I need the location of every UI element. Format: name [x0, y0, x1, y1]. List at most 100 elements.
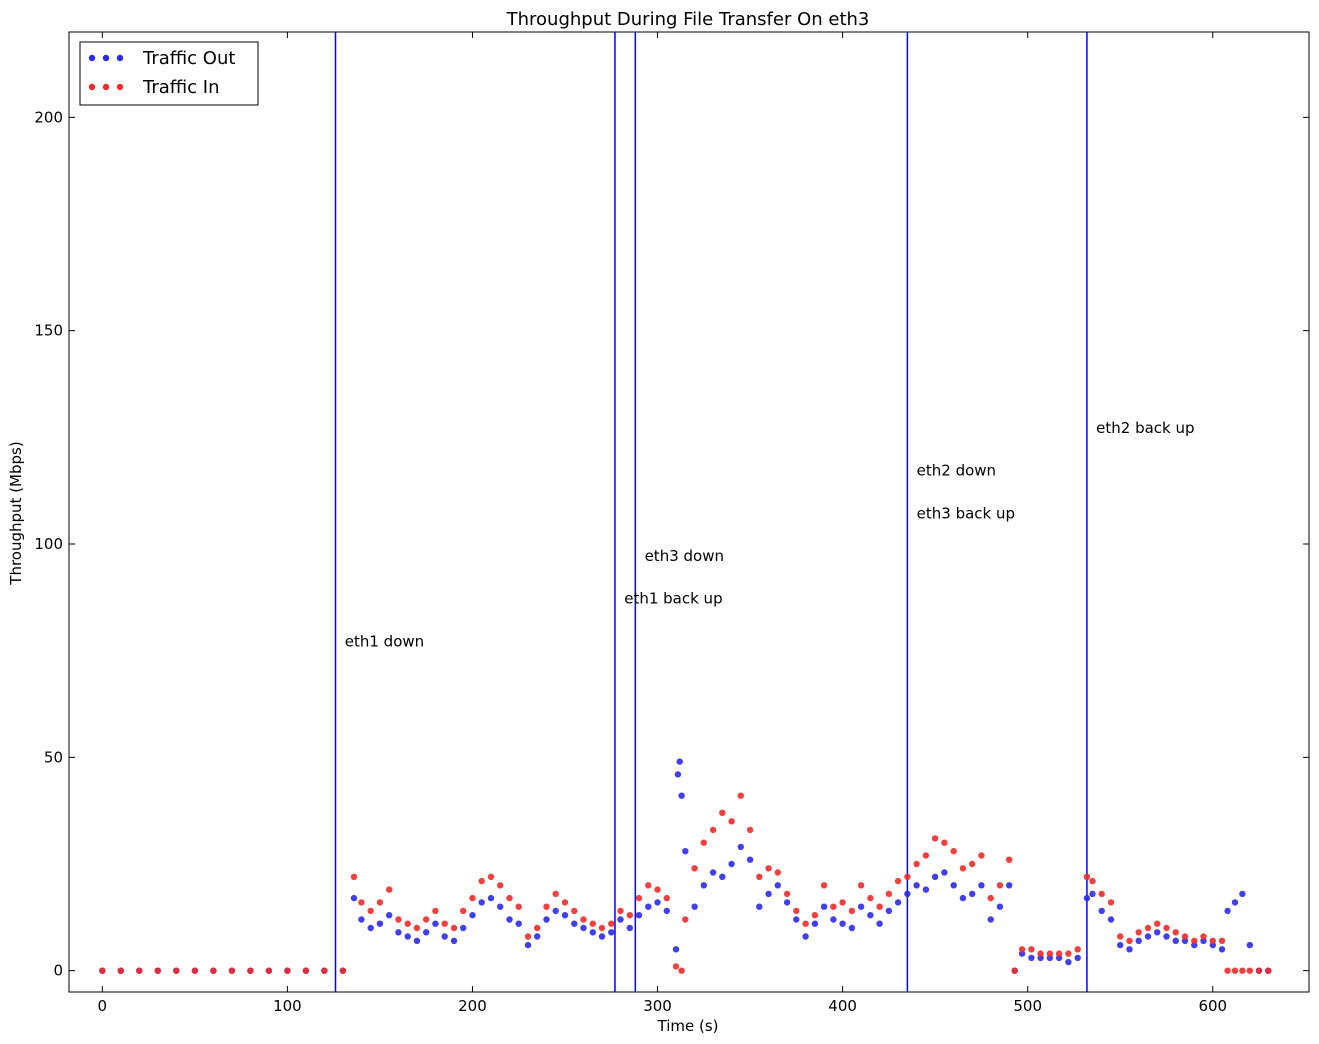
point-traffic-out-53 [682, 848, 689, 855]
point-traffic-in-27 [469, 894, 476, 902]
point-traffic-in-83 [978, 852, 985, 859]
point-traffic-in-30 [497, 882, 504, 889]
point-traffic-in-42 [608, 920, 615, 927]
point-traffic-out-83 [959, 894, 967, 902]
point-traffic-out-39 [580, 924, 587, 932]
point-traffic-in-6 [210, 967, 217, 974]
y-axis-label: Throughput (Mbps) [7, 441, 25, 585]
chart-title: Throughput During File Transfer On eth3 [506, 9, 870, 30]
point-traffic-out-106 [1163, 933, 1170, 940]
point-traffic-in-28 [478, 877, 485, 885]
point-traffic-out-80 [931, 873, 939, 880]
point-traffic-in-111 [1224, 967, 1231, 974]
point-traffic-in-78 [931, 835, 939, 842]
point-traffic-in-104 [1163, 924, 1170, 932]
point-traffic-in-98 [1107, 899, 1115, 906]
point-traffic-out-69 [830, 916, 837, 923]
point-traffic-out-95 [1065, 958, 1072, 966]
point-traffic-out-60 [746, 856, 754, 863]
point-traffic-in-69 [848, 907, 856, 915]
point-traffic-in-82 [969, 860, 976, 868]
point-traffic-in-17 [376, 899, 384, 906]
point-traffic-in-24 [441, 920, 448, 927]
point-traffic-in-97 [1098, 890, 1105, 898]
point-traffic-in-101 [1135, 929, 1142, 936]
point-traffic-in-112 [1231, 967, 1239, 974]
point-traffic-out-15 [358, 916, 365, 923]
point-traffic-in-43 [617, 907, 624, 915]
point-traffic-in-51 [682, 916, 689, 923]
x-tick-label-0: 0 [98, 997, 108, 1015]
point-traffic-out-88 [1006, 882, 1013, 889]
legend-marker-1-0 [88, 83, 96, 91]
point-traffic-out-54 [691, 903, 698, 910]
point-traffic-in-70 [857, 882, 865, 889]
point-traffic-out-73 [867, 912, 874, 919]
point-traffic-in-75 [904, 873, 911, 880]
point-traffic-in-2 [136, 967, 143, 974]
point-traffic-in-50 [678, 967, 685, 974]
point-traffic-out-91 [1028, 954, 1035, 962]
point-traffic-out-46 [645, 903, 652, 910]
point-traffic-in-58 [746, 826, 754, 834]
point-traffic-out-76 [894, 899, 902, 906]
point-traffic-out-48 [663, 907, 670, 915]
vertical-markers [334, 32, 1088, 992]
point-traffic-out-19 [395, 929, 402, 936]
point-traffic-out-59 [737, 843, 744, 851]
legend-marker-0-1 [102, 54, 110, 62]
point-traffic-in-3 [154, 967, 161, 974]
point-traffic-out-21 [413, 937, 421, 944]
point-traffic-out-68 [820, 903, 828, 910]
point-traffic-out-81 [941, 869, 948, 876]
point-traffic-in-79 [941, 839, 948, 846]
y-tick-label-4: 200 [34, 108, 63, 126]
point-traffic-in-64 [802, 920, 809, 927]
annotation-label-3: eth2 down [917, 462, 996, 480]
point-traffic-out-100 [1107, 916, 1115, 923]
x-tick-label-2: 200 [458, 997, 487, 1015]
point-traffic-in-29 [487, 873, 495, 880]
point-traffic-in-39 [580, 916, 587, 923]
point-traffic-out-104 [1144, 933, 1152, 940]
point-traffic-out-42 [608, 929, 615, 936]
point-traffic-in-57 [737, 792, 744, 799]
point-traffic-in-55 [719, 809, 726, 816]
point-traffic-in-35 [543, 903, 550, 910]
point-traffic-out-41 [598, 933, 606, 940]
y-tick-label-1: 50 [44, 748, 63, 766]
point-traffic-out-49 [672, 946, 680, 953]
x-tick-label-4: 400 [828, 997, 857, 1015]
point-traffic-out-26 [460, 924, 467, 932]
point-traffic-in-90 [1037, 950, 1044, 957]
point-traffic-out-16 [367, 924, 374, 932]
point-traffic-in-115 [1255, 967, 1263, 974]
y-tick-label-0: 0 [53, 962, 63, 980]
point-traffic-out-78 [913, 882, 920, 889]
point-traffic-in-60 [765, 865, 772, 872]
point-traffic-out-98 [1089, 890, 1096, 898]
point-traffic-out-116 [1246, 941, 1254, 949]
point-traffic-in-65 [811, 912, 819, 919]
point-traffic-out-107 [1172, 937, 1179, 944]
x-tick-label-5: 500 [1013, 997, 1042, 1015]
point-traffic-in-26 [460, 907, 467, 915]
point-traffic-in-77 [922, 852, 930, 859]
point-traffic-in-66 [820, 882, 828, 889]
point-traffic-in-7 [228, 967, 236, 974]
point-traffic-in-107 [1191, 937, 1198, 944]
point-traffic-in-71 [867, 894, 874, 902]
x-tick-label-6: 600 [1198, 997, 1227, 1015]
point-traffic-in-46 [645, 882, 652, 889]
point-traffic-in-93 [1065, 950, 1072, 957]
point-traffic-in-0 [99, 967, 106, 974]
point-traffic-in-108 [1200, 933, 1207, 940]
point-traffic-in-38 [571, 907, 578, 915]
point-traffic-out-114 [1231, 899, 1239, 906]
point-traffic-out-18 [386, 912, 393, 919]
point-traffic-in-23 [432, 907, 439, 915]
point-traffic-in-52 [691, 865, 698, 872]
point-traffic-in-1 [117, 967, 125, 974]
point-traffic-in-81 [959, 865, 967, 872]
point-traffic-in-85 [996, 882, 1004, 889]
